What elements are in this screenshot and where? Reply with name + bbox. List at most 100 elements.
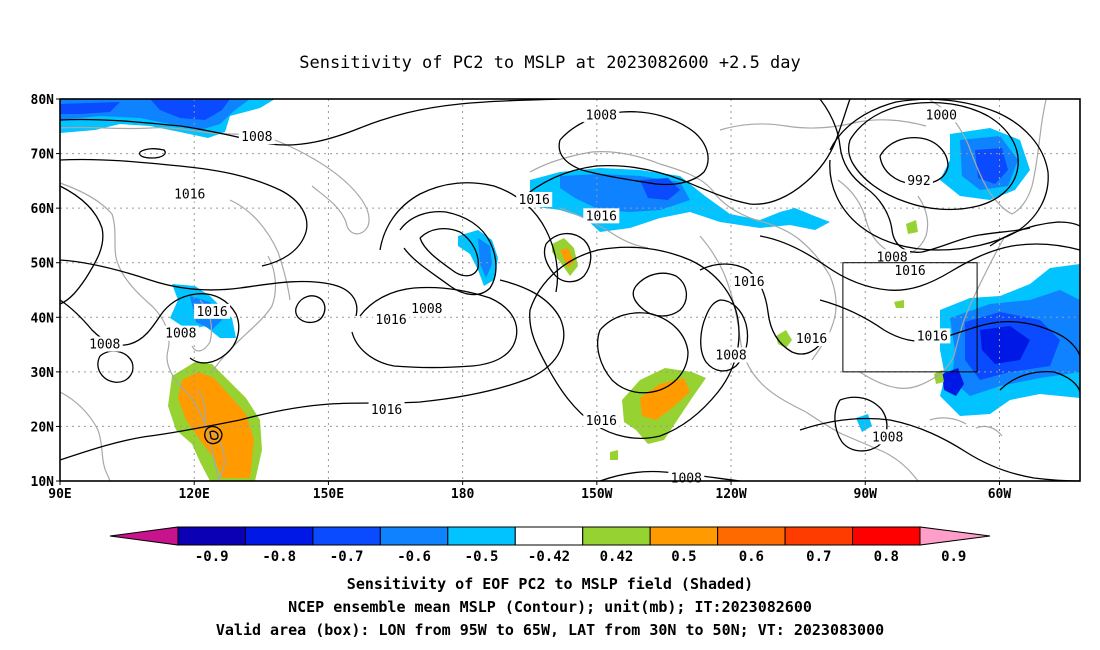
- contour-label-bg-4: [86, 336, 123, 352]
- contour-arctic-1008: [59, 98, 561, 146]
- contour-siberia-1016: [59, 185, 104, 305]
- colorbar-swatch-9: [784, 526, 854, 546]
- contour-label-bg-0: [238, 129, 275, 145]
- contour-asia-1016: [59, 259, 358, 317]
- contour-label-bg-20: [869, 429, 906, 445]
- coastline-okhotsk: [229, 199, 291, 301]
- shade-negative-labrador-deep: [975, 148, 1008, 184]
- lat-label-1: 70N: [31, 148, 55, 163]
- lat-label-5: 30N: [31, 366, 55, 381]
- contour-trades-1016: [799, 417, 1081, 482]
- coastline-taiwan-philippines: [197, 389, 225, 482]
- colorbar-high-arrow: [919, 526, 991, 546]
- contour-alaska-1008: [558, 111, 709, 186]
- lat-label-4: 40N: [31, 311, 55, 326]
- shade-positive-equatorial: [610, 450, 618, 460]
- contour-tropical-1008: [599, 470, 741, 482]
- caption-line-3: Valid area (box): LON from 95W to 65W, L…: [216, 621, 884, 639]
- contour-atlantic-1016: [819, 299, 1081, 357]
- colorbar-label-6: 0.42: [600, 549, 634, 565]
- lat-label-2: 60N: [31, 202, 55, 217]
- contour-label-bg-1: [171, 186, 208, 202]
- colorbar-swatch-10: [852, 526, 921, 546]
- lat-label-0: 80N: [31, 93, 55, 108]
- lat-label-3: 50N: [31, 257, 55, 272]
- contour-bering-1016: [379, 182, 559, 293]
- colorbar-label-3: -0.6: [397, 549, 431, 565]
- colorbar-label-2: -0.7: [330, 549, 364, 565]
- contour-label-bg-14: [793, 331, 830, 347]
- colorbar-swatch-8: [717, 526, 786, 546]
- contour-small-low-asia: [138, 148, 166, 159]
- colorbar-label-10: 0.8: [874, 549, 899, 565]
- caption: Sensitivity of EOF PC2 to MSLP field (Sh…: [216, 575, 884, 639]
- colorbar: -0.9 -0.8 -0.7 -0.6 -0.5 -0.42 0.42 0.5 0.6 0.7 0.…: [109, 526, 991, 565]
- grid-lines: [60, 99, 1080, 481]
- contour-north-atl-1016: [989, 221, 1081, 247]
- lon-label-7: 60W: [988, 487, 1012, 502]
- lon-axis-labels: 90E 120E 150E 180 150W 120W 90W 60W: [48, 481, 1011, 502]
- contour-iceland-1000: [848, 101, 1019, 211]
- contour-label-12: 1016: [586, 414, 617, 429]
- coastline-arctic-canada: [719, 119, 927, 131]
- contour-caribbean-1008: [834, 396, 888, 452]
- shaded-sensitivity: [60, 99, 1080, 481]
- contour-label-13: 1008: [715, 348, 746, 363]
- caption-line-1: Sensitivity of EOF PC2 to MSLP field (Sh…: [347, 575, 753, 593]
- contour-label-bg-9: [516, 191, 553, 207]
- contour-mexico-1008: [700, 299, 749, 372]
- colorbar-swatch-2: [312, 526, 381, 546]
- shade-positive-mexico: [776, 330, 792, 348]
- contour-aleutian-1008: [399, 210, 497, 296]
- contour-label-15: 1000: [926, 108, 957, 123]
- colorbar-label-0: -0.9: [195, 549, 229, 565]
- lon-label-1: 120E: [179, 487, 210, 502]
- map-frame: [59, 98, 1081, 482]
- contour-npac-inner: [632, 272, 687, 317]
- colorbar-label-8: 0.6: [739, 549, 764, 565]
- colorbar-swatch-5: [514, 526, 584, 546]
- coastline-alaska-peninsula: [559, 207, 649, 249]
- shade-positive-hudson: [906, 220, 918, 234]
- contour-npac-inner2: [597, 312, 689, 394]
- contour-label-bg-16: [904, 172, 933, 188]
- mslp-contours: [59, 98, 1081, 482]
- contour-gulf-alaska-1016: [543, 233, 592, 283]
- contour-label-bg-18: [892, 262, 928, 278]
- colorbar-label-1: -0.8: [262, 549, 296, 565]
- coastline-canada-west: [699, 235, 807, 413]
- shade-positive-hawaii-core: [640, 378, 690, 420]
- shade-negative-atlantic-darkest: [980, 326, 1030, 364]
- contour-arctic-1016: [59, 158, 308, 267]
- lon-label-4: 150W: [581, 487, 612, 502]
- coastline-greenland: [929, 99, 1047, 215]
- contour-label-8: 1008: [586, 108, 617, 123]
- coastline-japan: [211, 255, 277, 373]
- lon-label-5: 120W: [715, 487, 746, 502]
- contour-label-bg-13: [713, 347, 750, 363]
- colorbar-low-arrow: [109, 526, 179, 546]
- colorbar-label-9: 0.7: [806, 549, 831, 565]
- coastline-kamchatka: [274, 139, 370, 235]
- shade-negative-aleutian-core: [478, 238, 492, 278]
- contour-us-1016: [759, 235, 1081, 291]
- contour-label-10: 1016: [586, 209, 617, 224]
- contour-label-16: 992: [907, 174, 930, 189]
- shade-negative-arctic-deep: [150, 99, 230, 120]
- contour-label-bg-19: [914, 328, 951, 344]
- contour-aleutian-inner: [419, 227, 479, 277]
- contour-label-6: 1008: [411, 302, 442, 317]
- lat-label-6: 20N: [31, 420, 55, 435]
- contour-small-ring-phil-inner: [209, 430, 219, 440]
- colorbar-label-5: -0.42: [528, 549, 570, 565]
- contour-label-bg-15: [923, 107, 960, 123]
- contour-labels: 1008101610161008100810161008101610081016…: [86, 107, 960, 486]
- contour-label-5: 1016: [375, 313, 406, 328]
- contour-label-bg-2: [194, 303, 231, 319]
- contour-iceland-outer: [829, 98, 1049, 251]
- colorbar-swatch-4: [447, 526, 516, 546]
- shade-positive-greatlakes: [894, 300, 904, 308]
- colorbar-label-4: -0.5: [465, 549, 499, 565]
- shade-negative-atlantic-spot: [942, 368, 964, 396]
- valid-area-box: [842, 262, 978, 373]
